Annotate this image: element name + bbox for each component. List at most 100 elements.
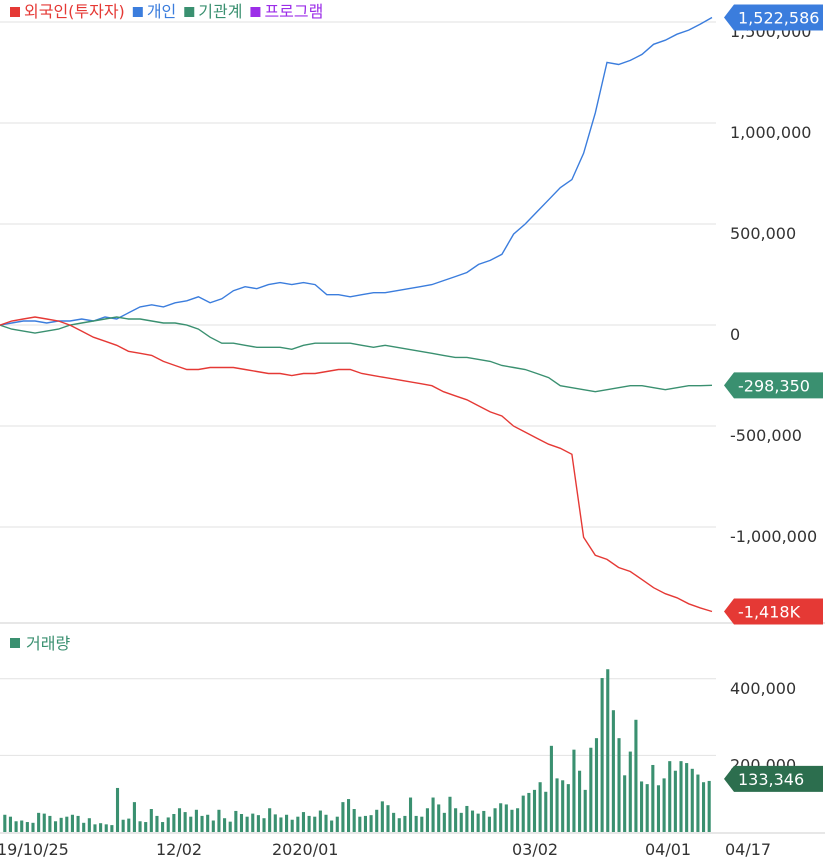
series-line — [0, 316, 713, 613]
volume-bar — [634, 719, 638, 832]
volume-bar — [161, 822, 165, 832]
volume-bar — [296, 816, 300, 832]
volume-bar — [572, 749, 576, 832]
y-tick-label: 1,000,000 — [730, 123, 811, 142]
volume-bar — [392, 812, 396, 832]
volume-bar — [273, 814, 277, 832]
volume-bar — [279, 817, 283, 832]
volume-bar — [504, 804, 508, 832]
volume-bar — [645, 784, 649, 832]
volume-bar — [690, 768, 694, 832]
volume-bar — [510, 809, 514, 832]
legend-label: 프로그램 — [264, 2, 323, 21]
volume-bar — [194, 809, 198, 832]
volume-bar — [99, 823, 103, 832]
x-tick-label: 12/02 — [156, 840, 202, 859]
volume-bar — [651, 764, 655, 832]
volume-bar — [121, 819, 125, 832]
volume-bar — [442, 812, 446, 832]
volume-bar — [301, 812, 306, 832]
last-value-tag: -1,418K — [724, 598, 823, 625]
volume-bar — [42, 813, 46, 832]
volume-bar — [144, 822, 148, 832]
volume-bar — [561, 780, 565, 832]
volume-bar — [318, 810, 322, 832]
volume-bar — [290, 819, 294, 832]
volume-bar — [352, 809, 356, 832]
volume-bar — [482, 810, 486, 832]
volume-bar — [245, 816, 249, 832]
last-value-tag: 133,346 — [724, 765, 823, 792]
volume-bar — [341, 802, 345, 832]
volume-bar — [386, 805, 390, 832]
volume-bar — [532, 789, 537, 832]
svg-text:-298,350: -298,350 — [738, 376, 810, 395]
volume-bar — [414, 815, 418, 832]
volume-bar — [578, 770, 582, 832]
y-tick-label: 0 — [730, 325, 740, 344]
volume-bar — [115, 787, 120, 832]
volume-bar — [623, 775, 627, 832]
volume-bar — [685, 763, 689, 832]
volume-bar — [358, 816, 362, 832]
volume-bar — [110, 825, 114, 832]
volume-bar — [516, 808, 520, 832]
legend-label: 거래량 — [26, 634, 70, 653]
volume-bar — [8, 816, 13, 832]
volume-bar — [544, 791, 548, 832]
bottom-legend: 거래량 — [10, 634, 70, 653]
volume-bar — [454, 808, 458, 832]
volume-bar — [346, 799, 351, 832]
volume-bar — [87, 818, 91, 832]
volume-bar — [701, 782, 706, 832]
y-tick-label: 500,000 — [730, 224, 796, 243]
volume-bar — [369, 815, 373, 832]
volume-bar — [707, 780, 711, 832]
volume-bar — [679, 761, 683, 832]
volume-bar — [59, 817, 63, 832]
volume-bar — [566, 784, 570, 832]
legend-label: 기관계 — [198, 2, 242, 21]
volume-bar — [673, 770, 677, 832]
volume-bar — [425, 808, 429, 832]
volume-bar — [380, 801, 384, 832]
volume-bar — [37, 812, 41, 832]
volume-bar — [234, 810, 238, 832]
volume-bars — [3, 669, 711, 832]
volume-bar — [397, 818, 401, 832]
x-tick-label: 19/10/25 — [0, 840, 69, 859]
legend-swatch — [10, 638, 20, 648]
volume-bar — [617, 738, 621, 832]
volume-bar — [470, 810, 475, 832]
volume-bar — [48, 815, 52, 832]
volume-bar — [82, 822, 86, 832]
volume-bar — [127, 818, 131, 832]
volume-bar — [465, 805, 469, 832]
volume-bar — [527, 792, 531, 832]
volume-bar — [307, 815, 311, 832]
volume-bar — [93, 824, 97, 832]
volume-bar — [76, 815, 80, 832]
volume-bar — [549, 745, 553, 832]
volume-bar — [177, 808, 182, 832]
volume-bar — [14, 821, 18, 832]
volume-bar — [200, 815, 204, 832]
volume-bar — [606, 669, 610, 832]
y-tick-label: -500,000 — [730, 426, 802, 445]
top-grid — [0, 21, 825, 834]
x-tick-label: 04/17 — [725, 840, 771, 859]
volume-bar — [431, 797, 435, 832]
volume-bar — [313, 816, 317, 832]
x-tick-label: 03/02 — [512, 840, 558, 859]
last-value-tag: -298,350 — [724, 372, 823, 399]
volume-bar — [662, 778, 666, 832]
svg-text:1,522,586: 1,522,586 — [738, 8, 819, 27]
legend-swatch — [132, 7, 143, 17]
volume-bar — [493, 808, 497, 832]
x-tick-label: 04/01 — [645, 840, 691, 859]
volume-bar — [408, 797, 413, 832]
investor-lines — [0, 16, 713, 613]
volume-bar — [262, 818, 266, 832]
series-line — [0, 316, 713, 393]
